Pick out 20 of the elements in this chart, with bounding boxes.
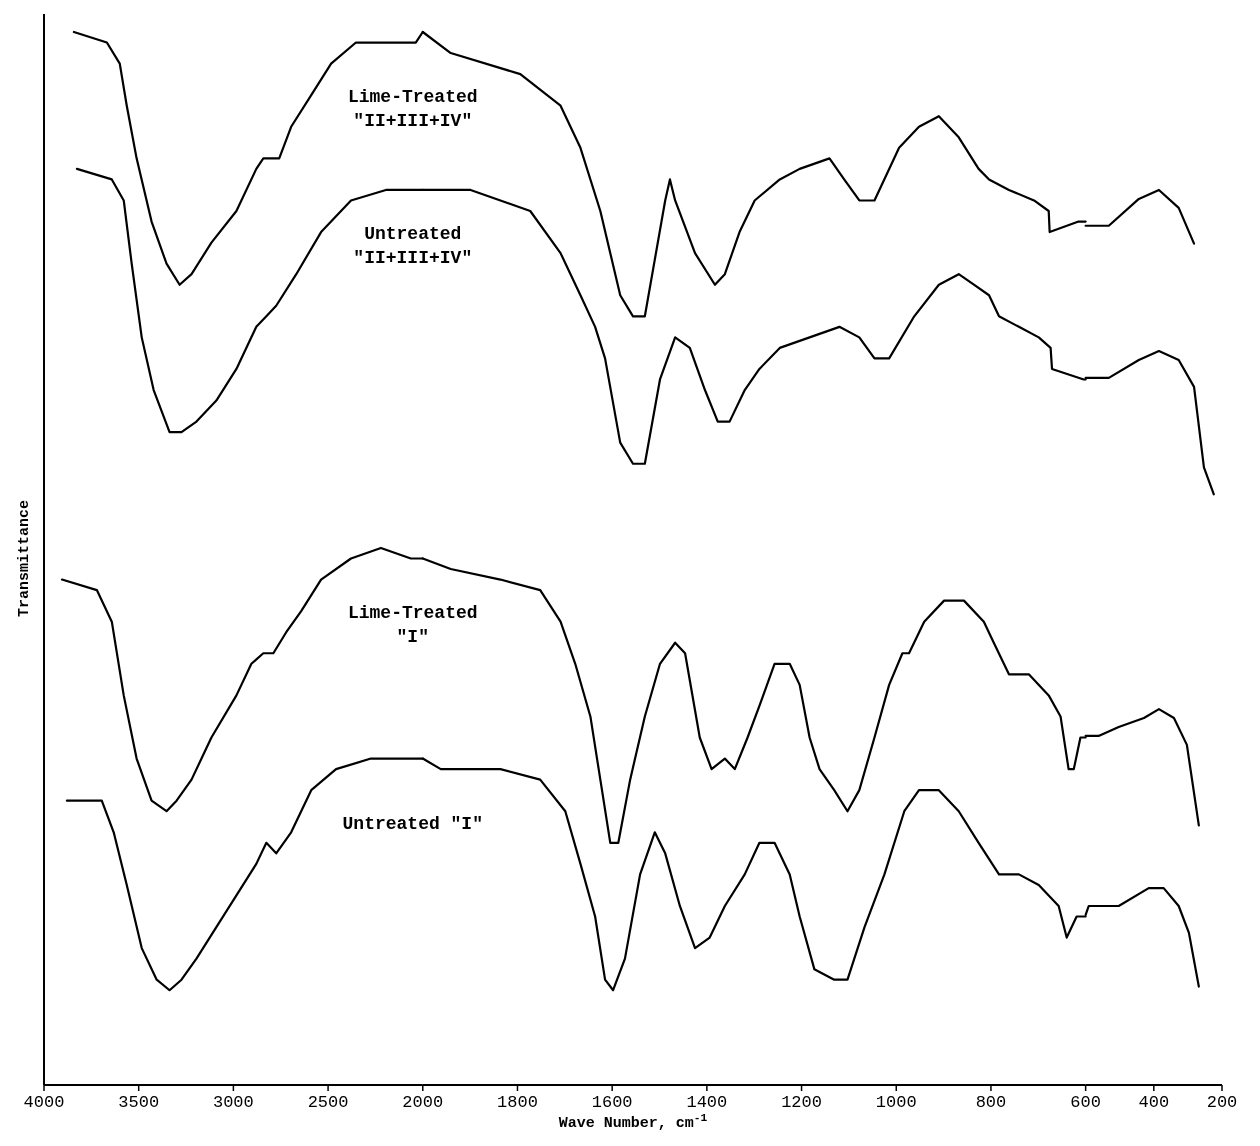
y-axis-title: Transmittance (16, 499, 33, 618)
x-tick-label: 3000 (212, 1093, 254, 1112)
x-tick-label: 1200 (781, 1093, 822, 1112)
text: Untreated "I" (342, 813, 483, 834)
x-tick-label: 1000 (875, 1093, 917, 1112)
x-tick-label: 1800 (497, 1093, 538, 1112)
x-tick-label: 600 (1070, 1093, 1101, 1112)
x-tick-label: 1400 (686, 1093, 728, 1112)
x-tick-label: 3500 (118, 1093, 160, 1112)
x-tick-label: 2000 (402, 1093, 444, 1112)
x-tick-label: 400 (1138, 1093, 1170, 1112)
x-tick-label: 200 (1206, 1093, 1238, 1112)
x-tick-label: 1600 (591, 1093, 633, 1112)
x-tick-label: 800 (975, 1093, 1007, 1112)
x-axis-title: Wave Number, cm$^{-1}$ (558, 1112, 708, 1132)
series-label: Untreated "II+III+IV" (353, 223, 473, 268)
x-tick-label: 4000 (23, 1093, 65, 1112)
x-tick-label: 2500 (307, 1093, 349, 1112)
series-label: Lime-Treated "II+III+IV" (347, 87, 478, 131)
series-label: Lime-Treated "I" (347, 602, 478, 647)
